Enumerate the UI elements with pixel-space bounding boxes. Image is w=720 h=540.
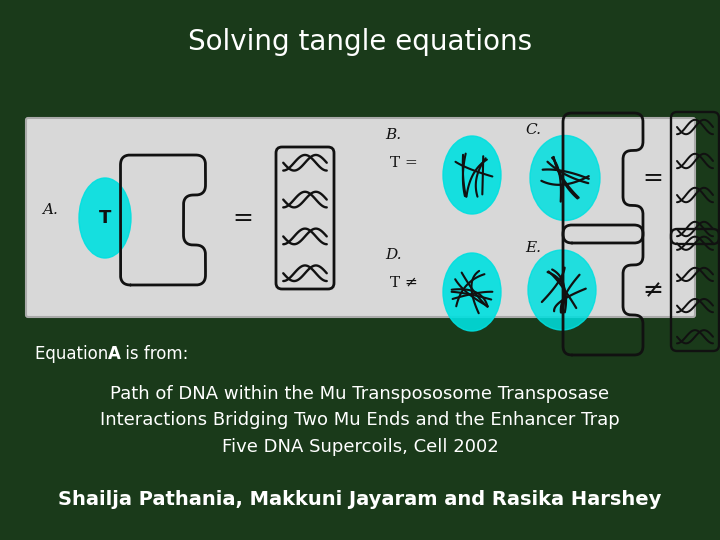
Ellipse shape (528, 250, 596, 330)
Text: E.: E. (525, 241, 541, 255)
Ellipse shape (443, 253, 501, 331)
Text: Shailja Pathania, Makkuni Jayaram and Rasika Harshey: Shailja Pathania, Makkuni Jayaram and Ra… (58, 490, 662, 509)
Text: A.: A. (42, 203, 58, 217)
Text: ≠: ≠ (642, 278, 664, 302)
Ellipse shape (530, 136, 600, 220)
Text: B.: B. (385, 128, 401, 142)
Text: =: = (233, 206, 253, 230)
Text: T ≠: T ≠ (390, 276, 418, 290)
Text: =: = (642, 166, 663, 190)
Text: Path of DNA within the Mu Transpososome Transposase
Interactions Bridging Two Mu: Path of DNA within the Mu Transpososome … (100, 385, 620, 456)
Ellipse shape (79, 178, 131, 258)
Text: T: T (99, 209, 111, 227)
Ellipse shape (443, 136, 501, 214)
Text: T =: T = (390, 156, 418, 170)
Text: is from:: is from: (120, 345, 189, 363)
FancyBboxPatch shape (26, 118, 695, 317)
Text: Solving tangle equations: Solving tangle equations (188, 28, 532, 56)
Text: A: A (108, 345, 121, 363)
Text: Equation: Equation (35, 345, 114, 363)
Text: C.: C. (525, 123, 541, 137)
Text: D.: D. (385, 248, 402, 262)
